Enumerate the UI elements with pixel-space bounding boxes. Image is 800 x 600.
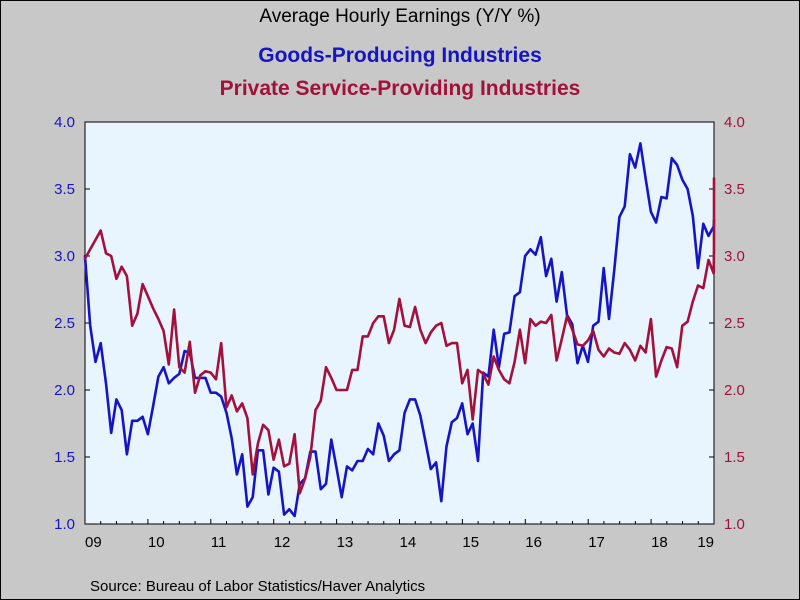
plot-area xyxy=(84,121,715,525)
x-tick-label: 15 xyxy=(462,534,479,551)
y-tick-label-right: 3.5 xyxy=(724,181,745,198)
x-tick-label: 16 xyxy=(525,534,542,551)
y-tick-label-right: 2.0 xyxy=(724,382,745,399)
x-tick-label: 12 xyxy=(274,534,291,551)
y-tick-label-left: 1.5 xyxy=(54,449,75,466)
source-note: Source: Bureau of Labor Statistics/Haver… xyxy=(90,578,425,595)
x-tick-label: 11 xyxy=(211,534,227,551)
x-tick-label: 14 xyxy=(400,534,417,551)
y-tick-label-right: 2.5 xyxy=(724,315,745,332)
x-tick-label: 17 xyxy=(588,534,605,551)
y-tick-label-left: 2.5 xyxy=(54,315,75,332)
y-tick-label-right: 1.5 xyxy=(724,449,745,466)
x-tick-label: 18 xyxy=(651,534,668,551)
x-tick-label: 10 xyxy=(148,534,165,551)
y-tick-label-left: 2.0 xyxy=(54,382,75,399)
y-tick-label-right: 3.0 xyxy=(724,248,745,265)
y-tick-label-right: 1.0 xyxy=(724,516,745,533)
service-providing-line xyxy=(83,177,716,495)
y-tick-label-left: 1.0 xyxy=(54,516,75,533)
series-group xyxy=(83,142,716,518)
axes: 4.0 3.5 3.0 2.5 2.0 1.5 1.0 4.0 3.5 3.0 2.5 2.0 1.5 1… xyxy=(54,114,745,551)
x-tick-label: 09 xyxy=(85,534,102,551)
x-tick-label: 13 xyxy=(337,534,354,551)
goods-series-title: Goods-Producing Industries xyxy=(258,44,542,67)
y-tick-label-left: 3.5 xyxy=(54,181,75,198)
chart-title: Average Hourly Earnings (Y/Y %) xyxy=(259,6,540,27)
services-series-title: Private Service-Providing Industries xyxy=(220,77,581,100)
y-tick-label-right: 4.0 xyxy=(724,114,745,131)
y-tick-label-left: 4.0 xyxy=(54,114,75,131)
x-tick-label: 19 xyxy=(697,534,714,551)
y-tick-label-left: 3.0 xyxy=(54,248,75,265)
